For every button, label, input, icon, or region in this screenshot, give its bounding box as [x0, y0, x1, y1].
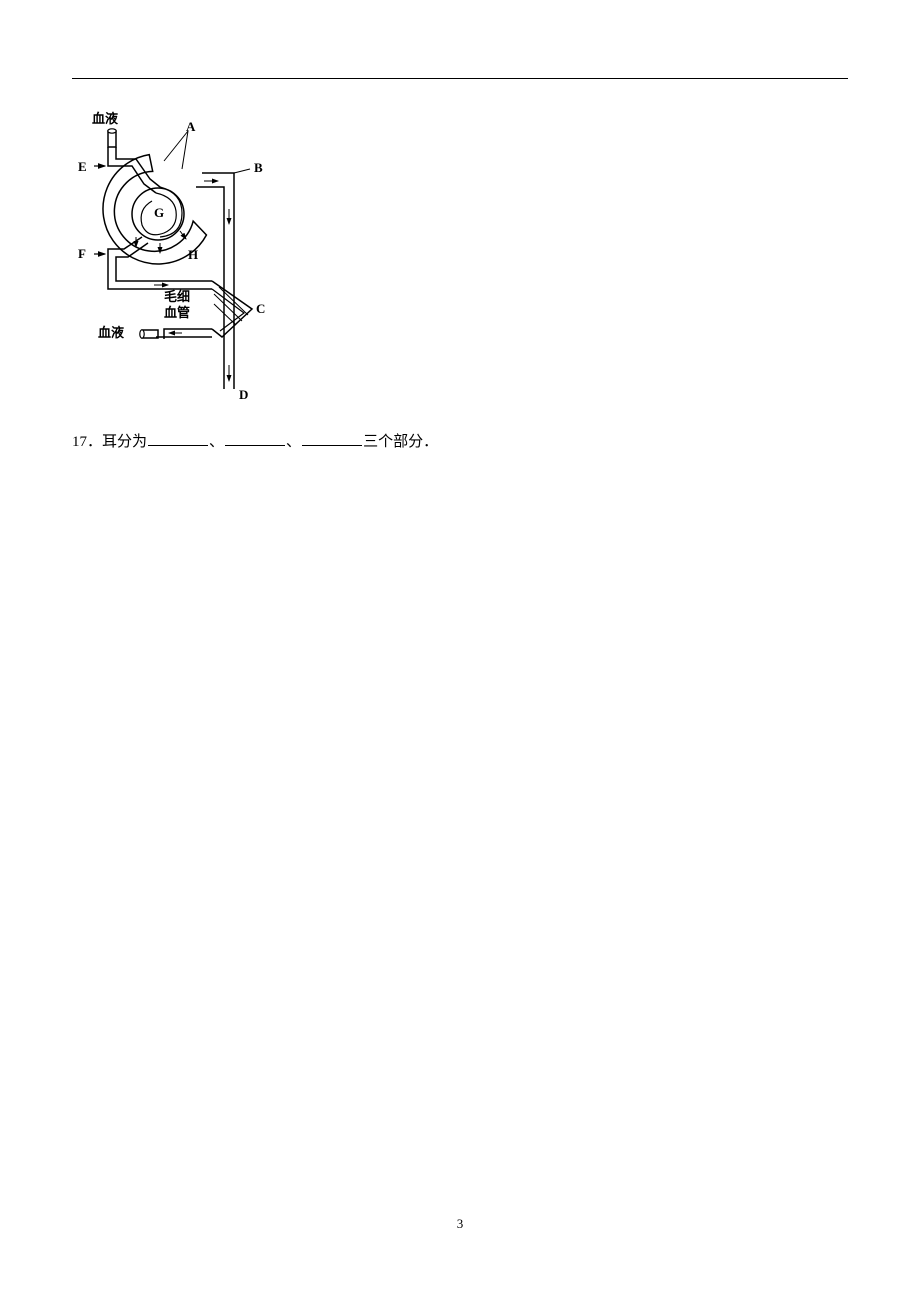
label-B: B	[254, 160, 263, 175]
question-17: 17．耳分为 、 、 三个部分．	[72, 430, 848, 454]
label-F: F	[78, 246, 86, 261]
label-A: A	[186, 119, 196, 134]
page-content: 血液 血液 毛细 血管 A B C D E F G H 17．耳分为 、 、 三个部分…	[72, 78, 848, 454]
label-D: D	[239, 387, 248, 402]
separator-1: 、	[209, 434, 224, 450]
label-capillary-2: 血管	[164, 305, 190, 320]
label-C: C	[256, 301, 265, 316]
label-G: G	[154, 205, 164, 220]
separator-2: 、	[286, 434, 301, 450]
label-capillary-1: 毛细	[164, 289, 190, 304]
question-text-1: 耳分为	[102, 434, 147, 450]
kidney-diagram: 血液 血液 毛细 血管 A B C D E F G H	[64, 109, 848, 414]
label-E: E	[78, 159, 87, 174]
label-H: H	[188, 247, 198, 262]
question-text-2: 三个部分．	[363, 434, 438, 450]
label-blood-left: 血液	[98, 325, 124, 340]
label-blood-top: 血液	[92, 111, 118, 126]
blank-3[interactable]	[302, 432, 362, 446]
page-number: 3	[457, 1216, 464, 1232]
blank-2[interactable]	[225, 432, 285, 446]
question-number: 17．	[72, 434, 102, 450]
diagram-svg: 血液 血液 毛细 血管 A B C D E F G H	[64, 109, 282, 409]
blank-1[interactable]	[148, 432, 208, 446]
